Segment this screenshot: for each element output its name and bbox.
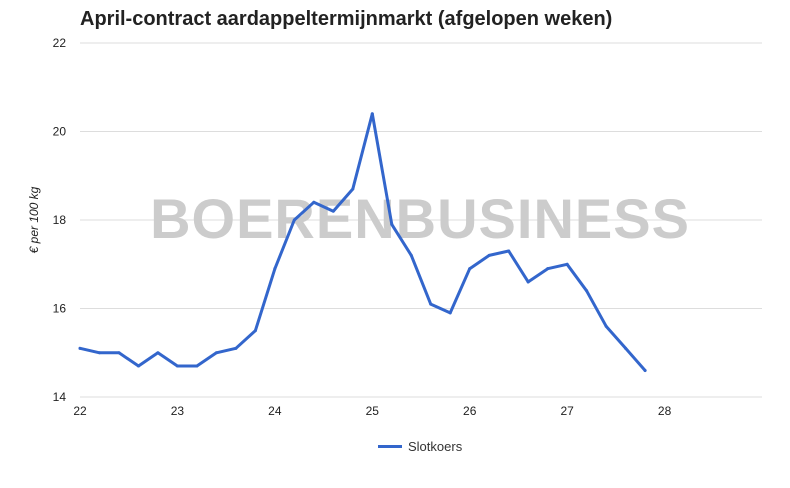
data-point [351, 187, 355, 191]
x-tick-label-26: 26 [463, 404, 477, 418]
data-point [292, 218, 296, 222]
data-point [448, 311, 452, 315]
x-tick-label-28: 28 [658, 404, 672, 418]
y-tick-label-22: 22 [53, 36, 67, 50]
chart-title: April-contract aardappeltermijnmarkt (af… [80, 8, 613, 30]
y-tick-label-16: 16 [53, 302, 67, 316]
legend: Slotkoers [378, 439, 462, 454]
y-axis-ticks: 22 20 18 16 14 [53, 36, 67, 404]
x-tick-label-24: 24 [268, 404, 282, 418]
y-tick-label-14: 14 [53, 390, 67, 404]
data-point [214, 351, 218, 355]
data-point [370, 112, 374, 116]
y-axis-label: € per 100 kg [27, 186, 41, 253]
data-point [156, 351, 160, 355]
data-point [253, 329, 257, 333]
legend-label-slotkoers: Slotkoers [408, 439, 463, 454]
x-tick-label-22: 22 [73, 404, 87, 418]
gridlines [80, 42, 762, 398]
data-point [312, 200, 316, 204]
data-point [526, 280, 530, 284]
data-point [507, 249, 511, 253]
data-point [390, 222, 394, 226]
data-point [487, 253, 491, 257]
data-point [546, 267, 550, 271]
data-point [234, 346, 238, 350]
data-point [565, 262, 569, 266]
data-point [429, 302, 433, 306]
data-point [175, 364, 179, 368]
series-layer [78, 112, 647, 372]
y-tick-label-18: 18 [53, 213, 67, 227]
x-axis-ticks: 22 23 24 25 26 27 28 [73, 404, 671, 418]
data-point [136, 364, 140, 368]
y-tick-label-20: 20 [53, 125, 67, 139]
data-point [117, 351, 121, 355]
x-tick-label-25: 25 [366, 404, 380, 418]
data-point [195, 364, 199, 368]
data-point [78, 346, 82, 350]
watermark-text: BOERENBUSINESS [150, 187, 690, 250]
series-line-slotkoers [78, 112, 647, 372]
data-point [273, 267, 277, 271]
data-point [468, 267, 472, 271]
legend-swatch-slotkoers [378, 445, 402, 448]
data-point [331, 209, 335, 213]
data-point [97, 351, 101, 355]
data-point [643, 368, 647, 372]
x-tick-label-27: 27 [560, 404, 574, 418]
data-point [624, 346, 628, 350]
data-point [585, 289, 589, 293]
data-point [409, 253, 413, 257]
x-tick-label-23: 23 [171, 404, 185, 418]
data-point [604, 324, 608, 328]
